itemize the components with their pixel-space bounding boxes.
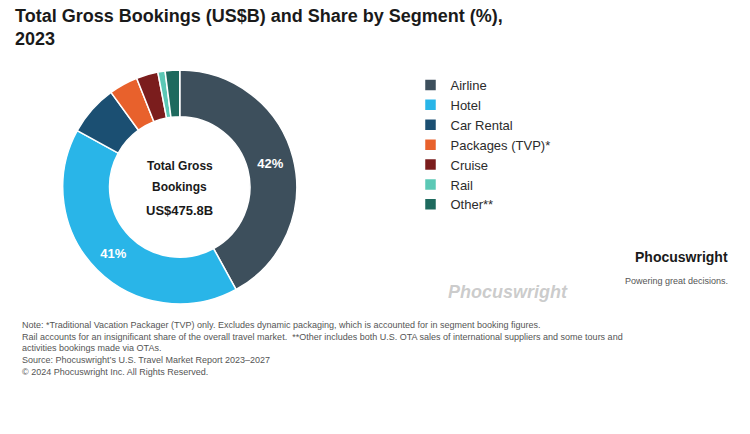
svg-text:Powering great decisions.: Powering great decisions. [625, 276, 728, 286]
svg-text:Rail: Rail [451, 178, 474, 193]
svg-text:Cruise: Cruise [451, 158, 489, 173]
svg-text:Airline: Airline [451, 78, 487, 93]
svg-text:Bookings: Bookings [152, 180, 207, 194]
svg-text:Car Rental: Car Rental [451, 118, 513, 133]
svg-text:Hotel: Hotel [451, 98, 481, 113]
svg-text:Phocuswright: Phocuswright [635, 249, 728, 265]
svg-text:41%: 41% [100, 246, 126, 261]
svg-text:42%: 42% [257, 156, 283, 171]
svg-text:Note: *Traditional Vacation Pa: Note: *Traditional Vacation Packager (TV… [22, 320, 623, 377]
svg-text:Phocuswright: Phocuswright [448, 282, 568, 302]
svg-text:Packages (TVP)*: Packages (TVP)* [451, 138, 551, 153]
svg-text:Total Gross Bookings (US$B) an: Total Gross Bookings (US$B) and Share by… [15, 6, 503, 49]
svg-text:US$475.8B: US$475.8B [146, 203, 213, 218]
svg-text:Other**: Other** [451, 197, 494, 212]
svg-text:Total Gross: Total Gross [147, 159, 213, 173]
